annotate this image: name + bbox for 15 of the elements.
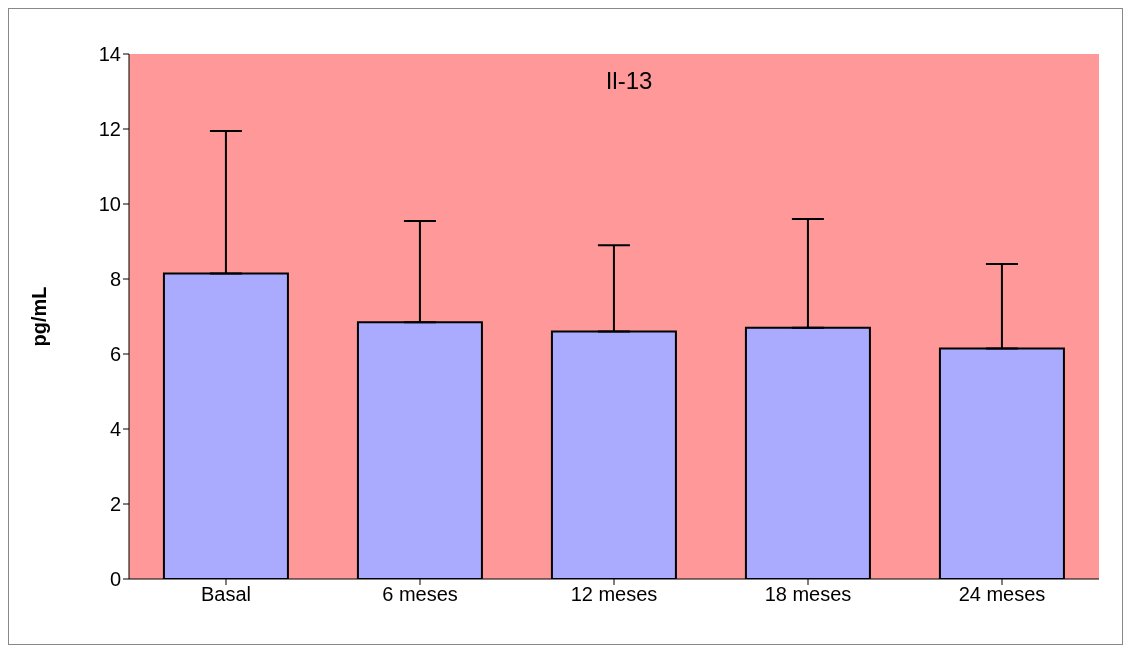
text: Il-13 — [605, 67, 653, 94]
x-tick-label: 24 meses — [958, 583, 1046, 606]
y-tick-label: 4 — [109, 418, 121, 441]
y-tick-label: 14 — [98, 43, 121, 66]
y-tick-label: 12 — [98, 118, 121, 141]
x-tick-label: 6 meses — [382, 583, 458, 606]
y-axis-title: pg/mL — [28, 286, 51, 347]
y-tick-label: 2 — [109, 493, 121, 516]
y-tick-label: 8 — [109, 268, 121, 291]
y-tick-label: 10 — [98, 193, 121, 216]
y-tick-label: 0 — [109, 568, 121, 591]
x-tick-label: Basal — [200, 583, 252, 606]
x-tick-label: 18 meses — [764, 583, 852, 606]
y-tick-label: 6 — [109, 343, 121, 366]
x-tick-label: 12 meses — [570, 583, 658, 606]
